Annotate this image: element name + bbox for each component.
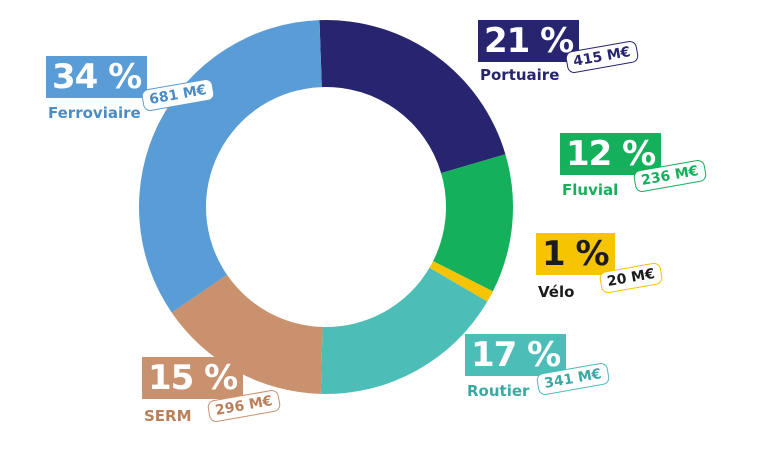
category-label-routier: Routier [467,382,530,400]
donut-slice-velo [429,261,493,302]
percent-label-routier: 17 % [465,334,567,376]
category-label-portuaire: Portuaire [480,66,560,84]
category-label-fluvial: Fluvial [562,181,619,199]
percent-label-fluvial: 12 % [560,133,662,175]
category-label-ferroviaire: Ferroviaire [48,104,141,122]
percent-label-ferroviaire: 34 % [46,56,148,98]
donut-slice-routier [320,267,488,394]
percent-label-velo: 1 % [536,233,615,275]
donut-slice-serm [171,274,323,394]
category-label-velo: Vélo [538,283,575,301]
donut-slice-ferroviaire [138,20,322,313]
donut-slice-fluvial [433,154,513,292]
percent-label-serm: 15 % [142,357,244,399]
percent-label-portuaire: 21 % [478,20,580,62]
donut-slice-portuaire [319,20,506,174]
category-label-serm: SERM [144,407,192,425]
